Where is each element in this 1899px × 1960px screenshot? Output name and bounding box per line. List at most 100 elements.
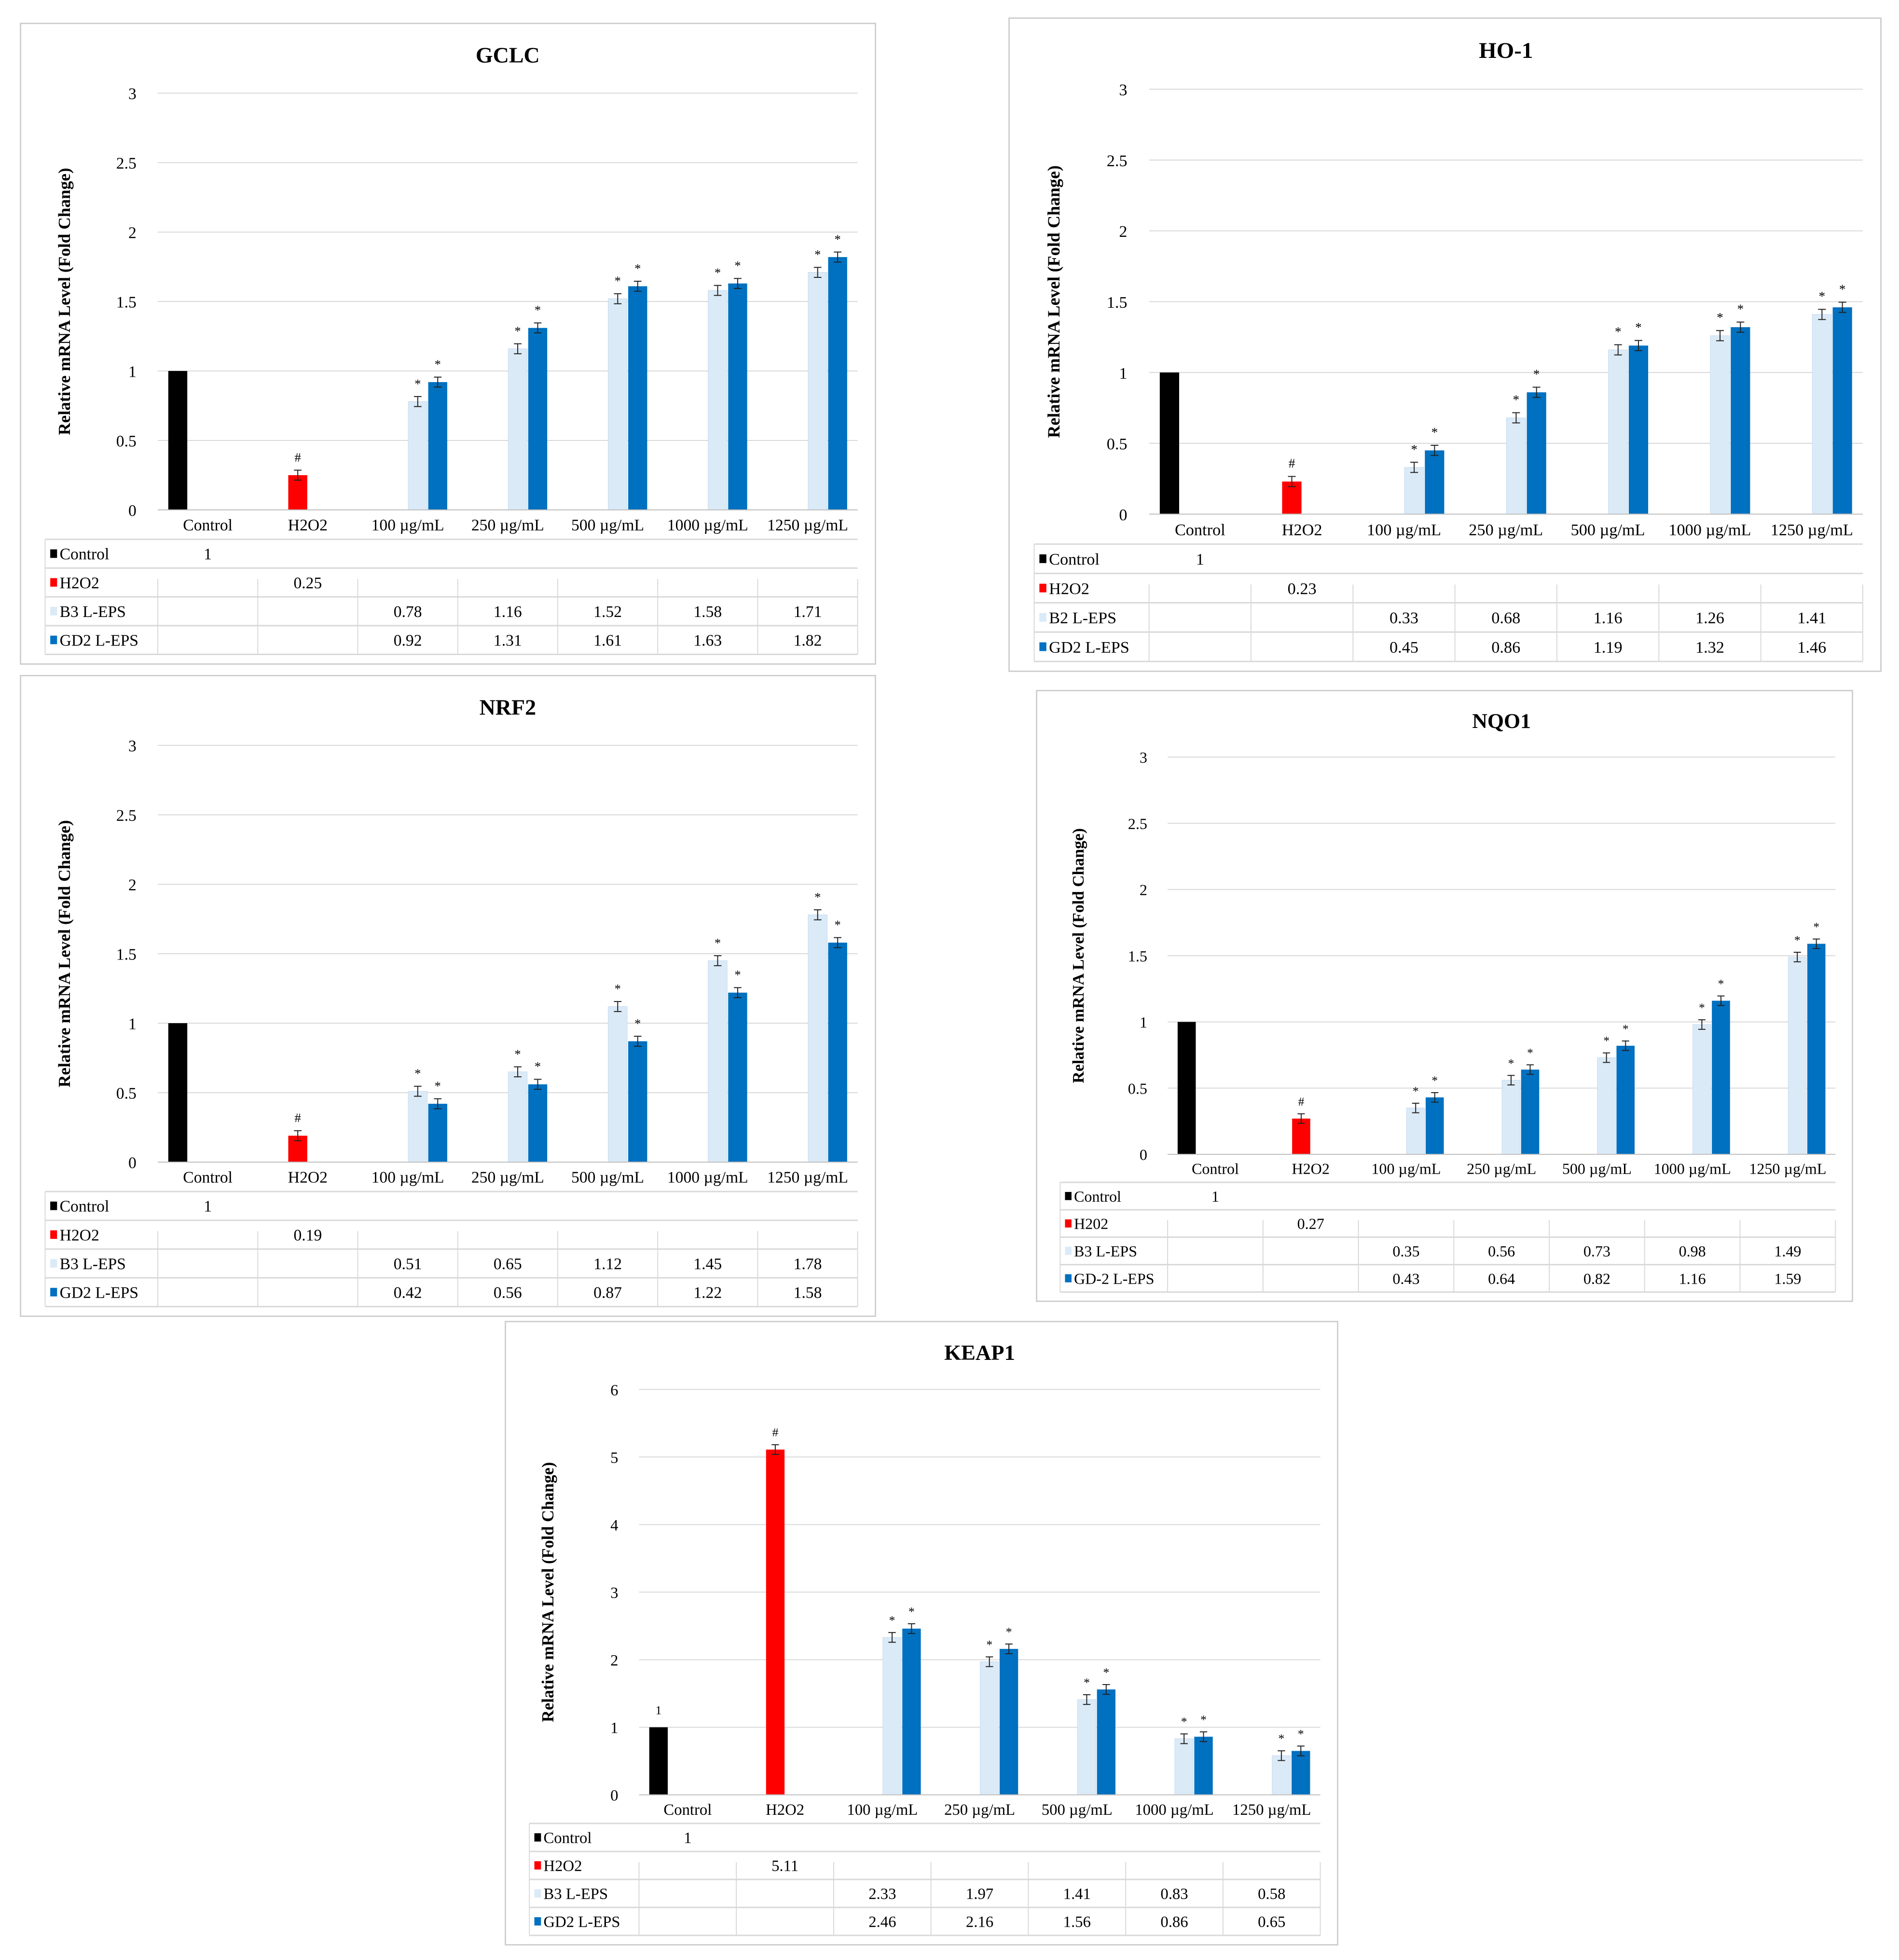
- bar: [708, 290, 728, 510]
- bar: [508, 348, 528, 510]
- y-tick-label: 2.5: [116, 807, 137, 824]
- bar: [808, 914, 827, 1163]
- legend-swatch: [1039, 642, 1046, 651]
- y-tick-label: 3: [128, 85, 137, 103]
- table-value: 1: [684, 1830, 691, 1847]
- table-value: 0.73: [1583, 1242, 1610, 1260]
- table-value: 0.43: [1392, 1270, 1419, 1287]
- bar: [999, 1649, 1018, 1795]
- significance-mark: *: [1699, 1001, 1705, 1014]
- y-tick-label: 0: [1140, 1146, 1147, 1164]
- bar: [168, 1023, 188, 1162]
- significance-mark: *: [1181, 1714, 1187, 1728]
- significance-mark: *: [414, 1066, 421, 1081]
- legend-swatch: [534, 1889, 541, 1898]
- legend-swatch: [1039, 613, 1046, 622]
- significance-mark: *: [1718, 977, 1724, 991]
- x-category-label: Control: [663, 1801, 712, 1819]
- legend-swatch: [534, 1917, 541, 1926]
- x-category-label: 1250 µg/mL: [1749, 1160, 1826, 1178]
- table-value: 0.23: [1288, 579, 1317, 598]
- significance-mark: *: [1737, 302, 1744, 316]
- table-value: 0.65: [1258, 1914, 1285, 1931]
- table-value: 1.12: [593, 1255, 622, 1273]
- bar: [1174, 1738, 1194, 1796]
- table-value: 0.27: [1297, 1215, 1324, 1233]
- chart-title: GCLC: [476, 43, 540, 68]
- significance-mark: #: [1289, 456, 1295, 471]
- nrf2-chart-panel: NRF2 Relative mRNA Level (Fold Change) 0 0.…: [20, 675, 876, 1317]
- table-value: 0.82: [1583, 1270, 1610, 1287]
- legend-swatch: [1039, 583, 1046, 593]
- table-value: 1.59: [1774, 1270, 1801, 1287]
- significance-mark: *: [1431, 1074, 1438, 1087]
- x-category-label: 1000 µg/mL: [1668, 521, 1751, 539]
- bar: [1097, 1689, 1115, 1795]
- table-value: 2.46: [868, 1914, 896, 1931]
- chart-title: NRF2: [480, 695, 537, 720]
- y-tick-label: 3: [128, 737, 137, 755]
- x-category-label: 100 µg/mL: [1371, 1160, 1441, 1178]
- table-value: 0.98: [1679, 1242, 1706, 1260]
- y-axis-label: Relative mRNA Level (Fold Change): [539, 1462, 557, 1722]
- bar: [1521, 1069, 1540, 1154]
- table-value: 1: [204, 546, 212, 563]
- legend-swatch: [1065, 1247, 1072, 1255]
- table-value: 1.56: [1063, 1914, 1091, 1931]
- legend-swatch: [50, 1230, 57, 1239]
- significance-mark: *: [1084, 1675, 1090, 1689]
- significance-mark: *: [1513, 392, 1520, 407]
- significance-mark: *: [514, 324, 521, 338]
- x-category-label: H2O2: [766, 1801, 804, 1819]
- bar: [1425, 450, 1445, 514]
- bar: [1608, 349, 1628, 515]
- table-value: 1.19: [1594, 638, 1623, 657]
- bar: [1406, 1108, 1425, 1155]
- table-value: 0.56: [494, 1284, 522, 1302]
- x-category-label: H2O2: [1292, 1160, 1329, 1178]
- table-value: 1.61: [593, 632, 622, 650]
- bar: [882, 1637, 902, 1796]
- bar: [408, 401, 428, 510]
- bar: [528, 328, 548, 510]
- significance-mark: *: [814, 890, 821, 904]
- bar: [628, 1041, 647, 1162]
- table-value: 1.71: [794, 603, 822, 621]
- table-value: 0.87: [593, 1284, 622, 1302]
- legend-series-name: Control: [543, 1830, 592, 1847]
- y-tick-label: 1: [1119, 364, 1127, 383]
- bar: [1710, 335, 1730, 515]
- y-tick-label: 1: [610, 1720, 618, 1737]
- chart-title: NQO1: [1472, 710, 1531, 733]
- x-category-label: Control: [1175, 521, 1225, 539]
- x-category-label: Control: [183, 1169, 233, 1187]
- legend-series-name: H202: [1074, 1215, 1108, 1233]
- table-value: 2.16: [966, 1914, 993, 1931]
- legend-series-name: GD-2 L-EPS: [1074, 1270, 1155, 1287]
- significance-mark: *: [1813, 920, 1819, 934]
- legend-swatch: [50, 1288, 57, 1297]
- significance-mark: *: [1819, 289, 1826, 303]
- table-value: 0.42: [394, 1284, 422, 1302]
- significance-mark: *: [1298, 1727, 1304, 1741]
- table-value: 0.78: [394, 603, 422, 621]
- significance-mark: *: [514, 1047, 521, 1061]
- y-tick-label: 3: [1119, 81, 1127, 99]
- legend-series-name: GD2 L-EPS: [1049, 638, 1129, 657]
- legend-series-name: B3 L-EPS: [60, 1255, 126, 1273]
- nqo1-chart: NQO1 Relative mRNA Level (Fold Change) 0 0.…: [1060, 710, 1836, 1293]
- legend-series-name: H2O2: [60, 1226, 99, 1244]
- x-category-label: 1000 µg/mL: [667, 517, 748, 535]
- significance-mark: *: [435, 1079, 441, 1093]
- x-category-label: 250 µg/mL: [471, 1169, 544, 1187]
- bar: [428, 382, 447, 510]
- significance-mark: *: [414, 376, 421, 391]
- table-value: 1.45: [693, 1255, 722, 1273]
- table-value: 5.11: [771, 1858, 798, 1875]
- significance-mark: 1: [655, 1703, 661, 1717]
- legend-swatch: [50, 1201, 57, 1210]
- x-category-label: 1250 µg/mL: [1232, 1801, 1311, 1819]
- legend-swatch: [1065, 1274, 1072, 1283]
- bar: [766, 1449, 785, 1795]
- legend-series-name: B3 L-EPS: [60, 603, 126, 621]
